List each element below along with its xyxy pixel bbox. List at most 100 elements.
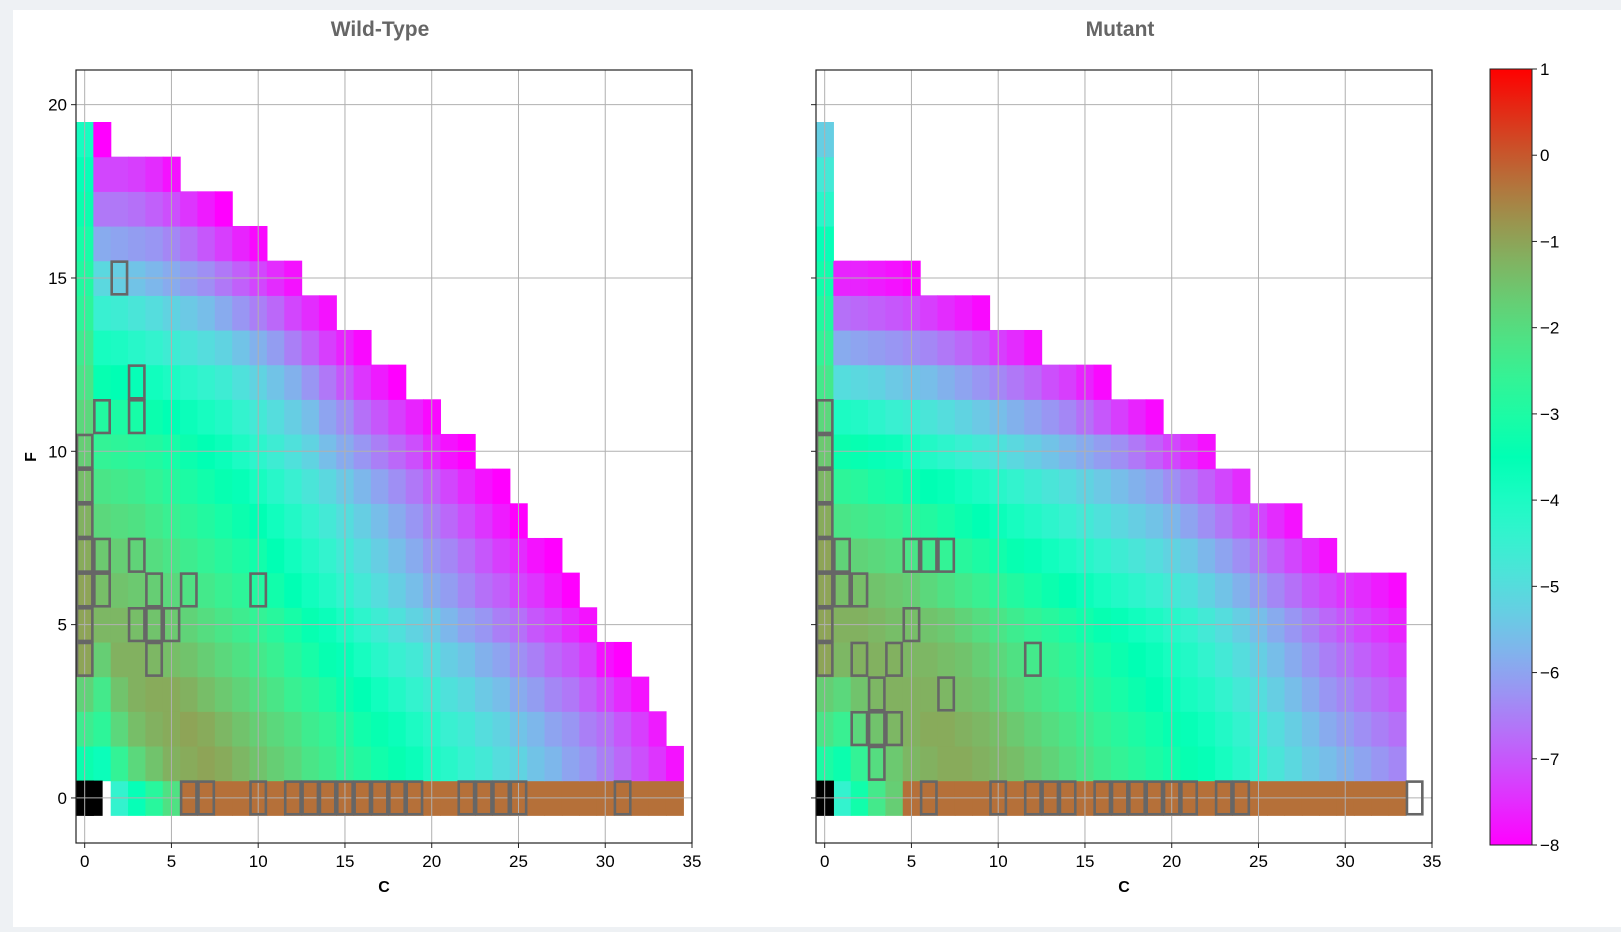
- wild-type-x-ticks: 0 5 10 15 20 25 30 35: [80, 843, 701, 871]
- heatmap-cell: [544, 572, 563, 608]
- heatmap-cell: [214, 711, 233, 747]
- heatmap-cell: [214, 537, 233, 574]
- heatmap-cell: [145, 745, 164, 782]
- heatmap-cell: [145, 641, 164, 678]
- heatmap-cell: [353, 745, 372, 782]
- heatmap-cell: [1110, 537, 1129, 574]
- heatmap-cell: [613, 676, 632, 712]
- heatmap-cell: [1232, 503, 1251, 539]
- colorbar-tick-label: −7: [1540, 750, 1559, 769]
- heatmap-cell: [1145, 711, 1164, 747]
- heatmap-cell: [850, 641, 869, 678]
- heatmap-cell: [284, 364, 303, 400]
- highlight-box: [850, 710, 869, 747]
- heatmap-cell: [145, 711, 164, 747]
- highlight-box: [1023, 780, 1042, 816]
- heatmap-cell: [972, 537, 991, 574]
- heatmap-cell: [1388, 572, 1407, 608]
- colorbar-gradient: [1489, 68, 1533, 846]
- heatmap-cell: [318, 572, 337, 608]
- heatmap-cell: [284, 329, 303, 366]
- heatmap-cell: [145, 191, 164, 227]
- heatmap-cell: [180, 399, 199, 435]
- heatmap-cell: [1301, 572, 1320, 608]
- heatmap-cell: [284, 503, 303, 539]
- highlight-box: [885, 641, 904, 677]
- colorbar-tick-label: 0: [1540, 146, 1549, 165]
- heatmap-cell: [1128, 641, 1147, 678]
- heatmap-cell: [128, 503, 147, 539]
- heatmap-cell: [972, 745, 991, 782]
- x-tick-label: 15: [1075, 852, 1094, 871]
- highlight-box: [75, 572, 94, 608]
- colorbar: 1 0 −1 −2 −3 −4 −5 −6 −7 −8: [1489, 60, 1559, 855]
- heatmap-cell: [527, 641, 546, 678]
- highlight-box: [937, 676, 956, 712]
- heatmap-cell: [128, 156, 147, 192]
- heatmap-cell: [492, 711, 511, 747]
- heatmap-cell: [353, 399, 372, 435]
- heatmap-cell: [954, 364, 973, 400]
- heatmap-cell: [457, 745, 476, 782]
- wild-type-grid: [76, 70, 693, 843]
- heatmap-cell: [180, 191, 199, 227]
- heatmap-cell: [232, 537, 251, 574]
- heatmap-cell: [1128, 537, 1147, 574]
- heatmap-cell: [833, 537, 852, 574]
- heatmap-cell: [180, 745, 199, 782]
- highlight-box: [867, 745, 886, 781]
- heatmap-cell: [405, 711, 424, 747]
- heatmap-cell: [405, 745, 424, 782]
- heatmap-cell: [214, 676, 233, 712]
- highlight-box: [1093, 780, 1112, 816]
- heatmap-cell: [1232, 572, 1251, 608]
- colorbar-tick-label: −3: [1540, 405, 1559, 424]
- heatmap-cell: [405, 572, 424, 608]
- heatmap-cell: [527, 745, 546, 782]
- heatmap-cell: [128, 399, 147, 435]
- heatmap-cell: [885, 641, 904, 678]
- heatmap-cell: [1058, 572, 1077, 608]
- heatmap-cell: [197, 191, 216, 227]
- heatmap-cell: [1180, 641, 1199, 678]
- highlight-box: [75, 502, 94, 539]
- heatmap-cell: [145, 503, 164, 539]
- heatmap-cell: [318, 503, 337, 539]
- heatmap-cell: [850, 537, 869, 574]
- heatmap-cell: [475, 503, 494, 539]
- heatmap-cell: [1197, 537, 1216, 574]
- heatmap-cell: [370, 537, 389, 574]
- heatmap-cell: [110, 364, 129, 400]
- highlight-box: [318, 780, 337, 816]
- heatmap-cell: [353, 537, 372, 574]
- heatmap-cell: [197, 468, 216, 504]
- heatmap-cell: [937, 503, 956, 539]
- heatmap-cell: [388, 468, 407, 504]
- heatmap-cell: [850, 329, 869, 366]
- colorbar-tick-label: −1: [1540, 232, 1559, 251]
- highlight-box: [370, 780, 389, 816]
- heatmap-cell: [1024, 676, 1043, 712]
- heatmap-cell: [885, 468, 904, 504]
- highlight-box: [75, 468, 94, 504]
- heatmap-cell: [1319, 676, 1338, 712]
- heatmap-cell: [1058, 711, 1077, 747]
- heatmap-cell: [937, 364, 956, 400]
- heatmap-cell: [868, 503, 887, 539]
- heatmap-cell: [388, 745, 407, 782]
- heatmap-cell: [1319, 641, 1338, 678]
- heatmap-cell: [1093, 364, 1112, 400]
- heatmap-cell: [1284, 537, 1303, 574]
- heatmap-cell: [318, 711, 337, 747]
- heatmap-cell: [284, 572, 303, 608]
- heatmap-cell: [1128, 711, 1147, 747]
- heatmap-cell: [353, 711, 372, 747]
- heatmap-cell: [868, 468, 887, 504]
- heatmap-cell: [972, 295, 991, 331]
- heatmap-cell: [868, 399, 887, 435]
- heatmap-cell: [1006, 399, 1025, 435]
- heatmap-cell: [954, 295, 973, 331]
- heatmap-cell: [648, 711, 667, 747]
- heatmap-cell: [492, 745, 511, 782]
- highlight-box: [815, 433, 834, 469]
